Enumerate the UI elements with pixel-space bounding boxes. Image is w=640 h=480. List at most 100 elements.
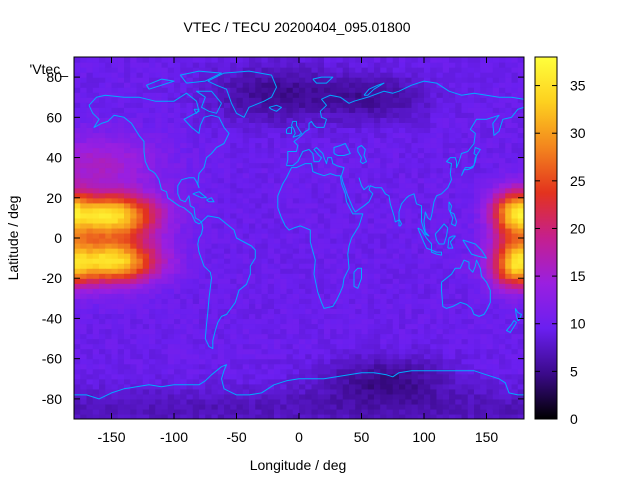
heatmap-cell <box>411 122 419 128</box>
heatmap-cell <box>236 373 244 380</box>
heatmap-cell <box>336 323 344 330</box>
heatmap-cell <box>242 248 250 254</box>
heatmap-cell <box>255 177 263 184</box>
heatmap-cell <box>274 288 281 294</box>
heatmap-cell <box>180 102 188 108</box>
heatmap-cell <box>80 343 88 350</box>
heatmap-cell <box>224 253 231 259</box>
heatmap-cell <box>261 258 269 264</box>
heatmap-cell <box>430 293 438 299</box>
heatmap-cell <box>174 363 181 370</box>
heatmap-cell <box>317 142 325 149</box>
heatmap-cell <box>486 393 494 400</box>
heatmap-cell <box>180 253 188 259</box>
heatmap-cell <box>230 333 238 340</box>
heatmap-cell <box>111 142 119 149</box>
heatmap-cell <box>249 142 256 149</box>
heatmap-cell <box>349 378 356 385</box>
heatmap-cell <box>392 378 400 385</box>
heatmap-cell <box>192 132 200 139</box>
heatmap-cell <box>424 127 431 134</box>
heatmap-cell <box>430 177 438 184</box>
heatmap-cell <box>324 238 331 244</box>
heatmap-cell <box>142 147 150 154</box>
heatmap-cell <box>180 308 188 315</box>
heatmap-cell <box>99 62 106 68</box>
heatmap-cell <box>199 107 206 113</box>
heatmap-cell <box>205 227 213 234</box>
heatmap-cell <box>361 127 369 134</box>
heatmap-cell <box>205 157 213 164</box>
heatmap-cell <box>436 112 444 118</box>
heatmap-cell <box>317 318 325 325</box>
heatmap-cell <box>217 248 225 254</box>
heatmap-cell <box>230 132 238 139</box>
heatmap-cell <box>136 278 144 284</box>
heatmap-cell <box>342 253 350 259</box>
heatmap-cell <box>280 67 288 73</box>
heatmap-cell <box>355 157 363 164</box>
heatmap-cell <box>230 343 238 350</box>
heatmap-cell <box>292 388 300 395</box>
heatmap-cell <box>186 373 194 380</box>
heatmap-cell <box>424 62 431 68</box>
heatmap-cell <box>236 333 244 340</box>
heatmap-cell <box>92 253 100 259</box>
heatmap-cell <box>174 413 181 419</box>
heatmap-cell <box>374 122 381 128</box>
heatmap-cell <box>492 222 500 229</box>
heatmap-cell <box>242 363 250 370</box>
heatmap-cell <box>417 408 425 415</box>
heatmap-cell <box>361 142 369 149</box>
heatmap-cell <box>130 293 138 299</box>
heatmap-cell <box>386 378 394 385</box>
heatmap-cell <box>230 227 238 234</box>
heatmap-cell <box>499 273 506 279</box>
heatmap-cell <box>136 288 144 294</box>
heatmap-cell <box>292 227 300 234</box>
heatmap-cell <box>199 323 206 330</box>
heatmap-cell <box>211 388 219 395</box>
heatmap-cell <box>424 413 431 419</box>
heatmap-cell <box>467 403 475 410</box>
heatmap-cell <box>211 62 219 68</box>
heatmap-cell <box>105 313 113 320</box>
heatmap-cell <box>130 328 138 335</box>
heatmap-cell <box>474 87 481 93</box>
heatmap-cell <box>286 323 294 330</box>
heatmap-cell <box>380 67 388 73</box>
heatmap-cell <box>442 353 450 360</box>
heatmap-cell <box>149 358 156 365</box>
heatmap-cell <box>174 67 181 73</box>
heatmap-cell <box>349 388 356 395</box>
heatmap-cell <box>274 363 281 370</box>
heatmap-cell <box>167 177 175 184</box>
heatmap-cell <box>299 82 306 88</box>
heatmap-cell <box>374 107 381 113</box>
heatmap-cell <box>442 273 450 279</box>
heatmap-cell <box>236 393 244 400</box>
heatmap-cell <box>474 107 481 113</box>
heatmap-cell <box>161 248 169 254</box>
heatmap-cell <box>349 323 356 330</box>
heatmap-cell <box>492 323 500 330</box>
heatmap-cell <box>155 268 163 274</box>
heatmap-cell <box>342 408 350 415</box>
heatmap-cell <box>455 127 463 134</box>
heatmap-cell <box>474 227 481 234</box>
heatmap-cell <box>492 72 500 78</box>
heatmap-cell <box>124 388 131 395</box>
heatmap-cell <box>411 97 419 103</box>
heatmap-cell <box>386 202 394 209</box>
heatmap-cell <box>299 137 306 144</box>
heatmap-cell <box>230 232 238 239</box>
heatmap-cell <box>330 157 338 164</box>
heatmap-cell <box>74 383 81 390</box>
heatmap-cell <box>349 258 356 264</box>
heatmap-cell <box>374 117 381 123</box>
heatmap-cell <box>330 278 338 284</box>
heatmap-cell <box>386 308 394 315</box>
heatmap-cell <box>486 82 494 88</box>
heatmap-cell <box>461 112 469 118</box>
heatmap-cell <box>199 82 206 88</box>
